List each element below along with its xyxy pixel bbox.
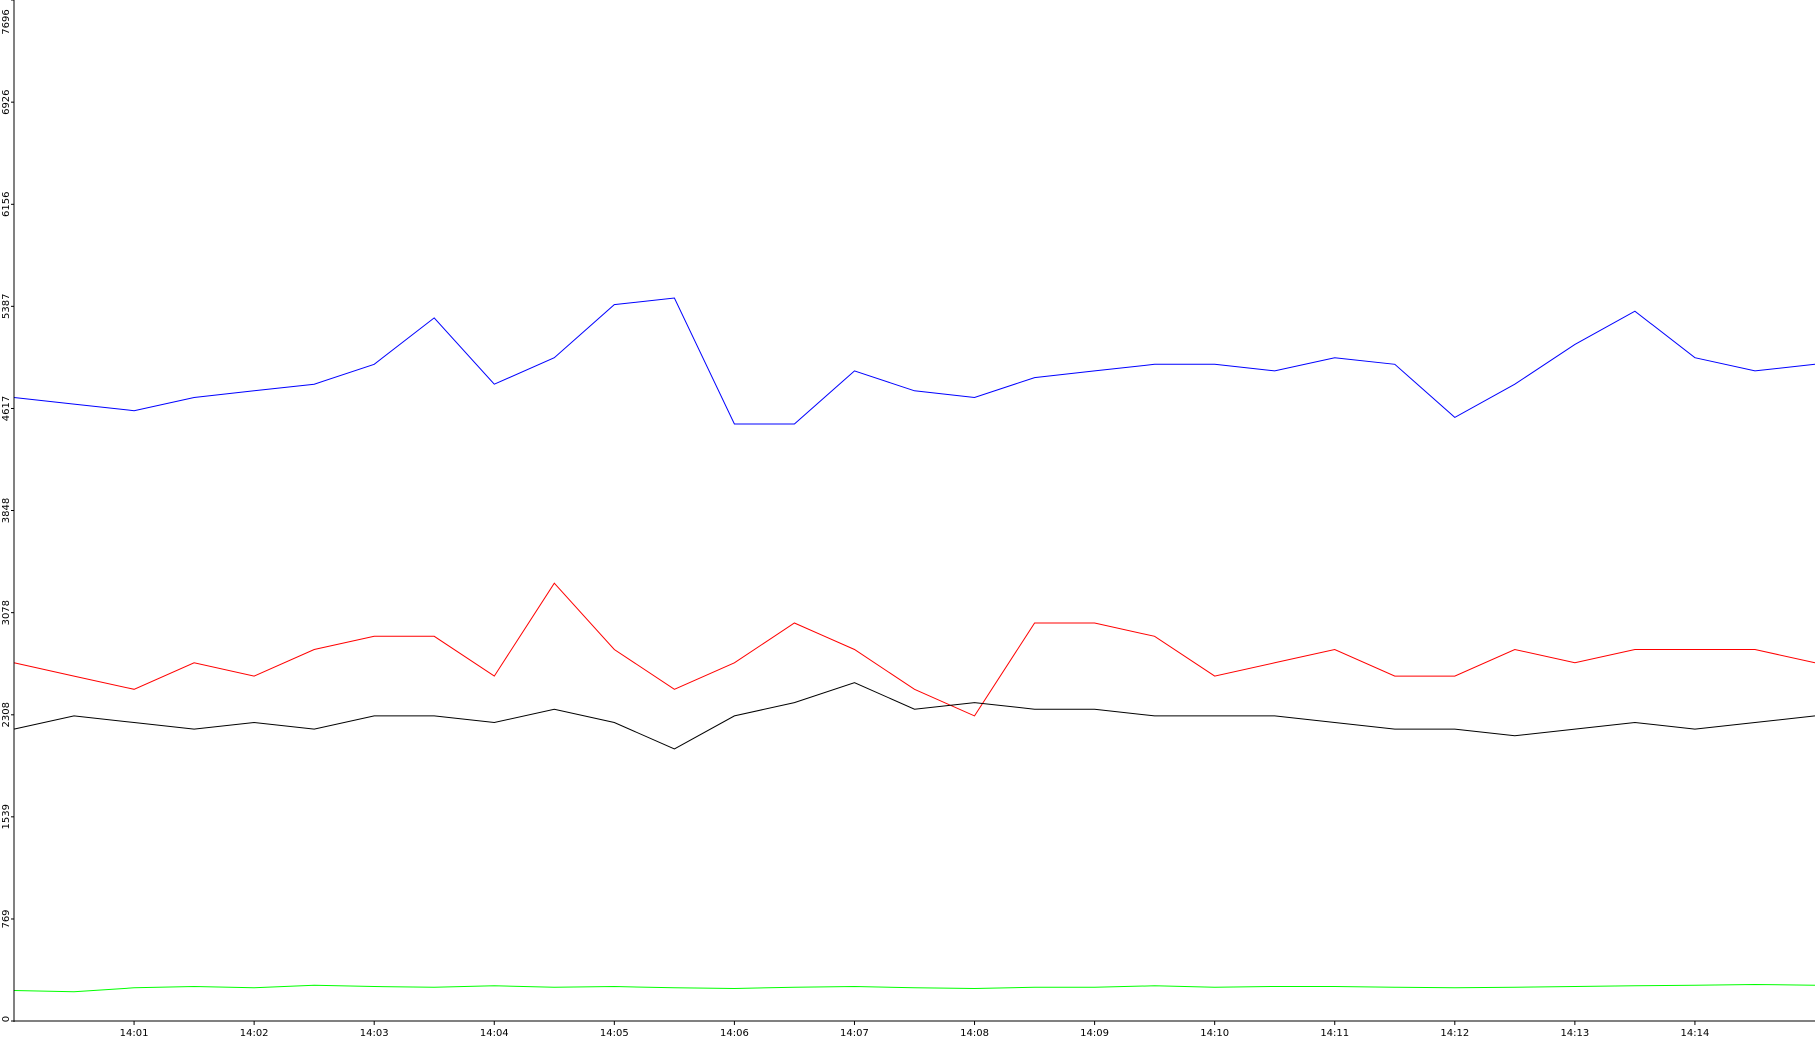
x-tick-label: 14:01 — [120, 1028, 149, 1039]
x-tick-label: 14:02 — [240, 1028, 269, 1039]
y-tick-label: 4617 — [1, 396, 12, 421]
x-tick-label: 14:12 — [1440, 1028, 1469, 1039]
series-line-1 — [13, 297, 1815, 425]
x-tick-label: 14:05 — [600, 1028, 629, 1039]
y-tick-label: 6926 — [1, 89, 12, 114]
series-line-4 — [13, 983, 1815, 993]
y-tick-label: 0 — [1, 1016, 12, 1022]
x-tick-label: 14:13 — [1560, 1028, 1589, 1039]
y-tick-label: 2308 — [1, 702, 12, 727]
y-ticks: 0 769 1539 2308 3078 3848 4617 5387 6156 6926 7696 — [1, 0, 14, 1022]
series-line-3 — [13, 682, 1815, 750]
x-tick-label: 14:03 — [360, 1028, 389, 1039]
x-tick-label: 14:06 — [720, 1028, 749, 1039]
y-tick-label: 1539 — [1, 804, 12, 829]
y-tick-label: 769 — [1, 909, 12, 928]
x-tick-label: 14:09 — [1080, 1028, 1109, 1039]
x-tick-label: 14:11 — [1320, 1028, 1349, 1039]
y-tick-label: 6156 — [1, 192, 12, 217]
y-tick-label: 3848 — [1, 498, 12, 523]
y-tick-label: 7696 — [1, 9, 12, 34]
x-tick-label: 14:07 — [840, 1028, 869, 1039]
x-tick-label: 14:08 — [960, 1028, 989, 1039]
y-tick-label: 5387 — [1, 294, 12, 319]
x-tick-label: 14:04 — [480, 1028, 509, 1039]
series-layer — [13, 297, 1815, 993]
y-tick-label: 3078 — [1, 600, 12, 625]
x-ticks: 14:01 14:02 14:03 14:04 14:05 14:06 14:07 14:08… — [120, 1021, 1710, 1039]
x-tick-label: 14:14 — [1681, 1028, 1710, 1039]
series-line-2 — [13, 582, 1815, 717]
x-tick-label: 14:10 — [1200, 1028, 1229, 1039]
